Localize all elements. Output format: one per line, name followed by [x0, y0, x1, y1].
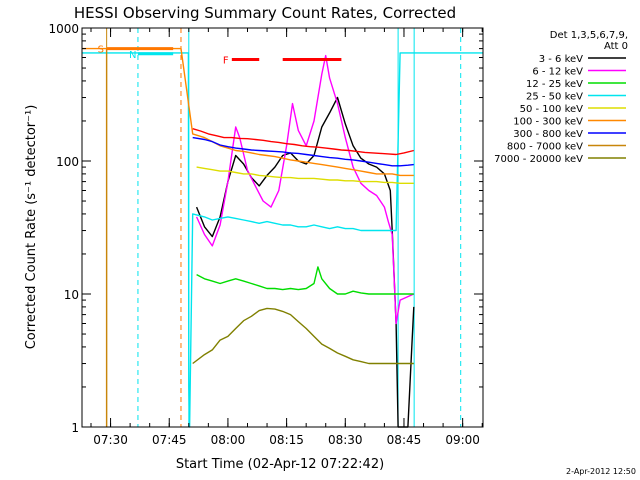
- legend-label: 3 - 6 keV: [539, 54, 583, 65]
- annotation-label: N: [129, 50, 136, 61]
- x-tick-label: 08:45: [387, 433, 422, 447]
- legend-label: 6 - 12 keV: [532, 67, 583, 78]
- chart-title: HESSI Observing Summary Count Rates, Cor…: [74, 4, 456, 22]
- x-tick-label: 08:15: [269, 433, 304, 447]
- series-line-1: [195, 96, 415, 428]
- y-axis-label: Corrected Count Rate (s⁻¹ detector⁻¹): [24, 105, 39, 350]
- legend-label: 12 - 25 keV: [526, 79, 583, 90]
- legend-label: 100 - 300 keV: [513, 117, 583, 128]
- timestamp: 2-Apr-2012 12:50: [566, 467, 636, 476]
- series-line-9: [192, 307, 414, 365]
- y-tick-label: 1: [71, 421, 79, 435]
- plot-frame: [81, 27, 484, 428]
- series-layer: [82, 28, 483, 428]
- x-tick-label: 09:00: [445, 433, 480, 447]
- legend-header: Att 0: [604, 41, 628, 52]
- legend-label: 25 - 50 keV: [526, 92, 583, 103]
- y-tick-label: 1000: [48, 22, 79, 36]
- series-line-7: [192, 136, 414, 167]
- axis-layer: 1 10 100 1000 07:30 07:45 08:00 08:15 08:30 08:45…: [48, 22, 483, 447]
- series-line-6: [82, 47, 414, 177]
- legend: Det 1,3,5,6,7,9,Att 0 3 - 6 keV 6 - 12 keV…: [494, 30, 628, 165]
- series-line-4: [82, 52, 483, 428]
- x-tick-label: 07:45: [152, 433, 187, 447]
- series-line-3: [196, 266, 414, 295]
- y-tick-label: 100: [56, 155, 79, 169]
- annotation-label: F: [223, 55, 229, 66]
- annotation-layer: S NF: [98, 45, 342, 66]
- legend-label: 300 - 800 keV: [513, 129, 583, 140]
- annotation-label: S: [98, 45, 104, 56]
- y-tick-label: 10: [64, 288, 79, 302]
- legend-label: 7000 - 20000 keV: [494, 154, 583, 165]
- x-tick-label: 08:00: [211, 433, 246, 447]
- series-line-5: [196, 166, 414, 185]
- series-line-10: [192, 128, 414, 156]
- legend-header: Det 1,3,5,6,7,9,: [550, 30, 628, 41]
- x-tick-label: 08:30: [328, 433, 363, 447]
- x-axis-label: Start Time (02-Apr-12 07:22:42): [176, 457, 384, 472]
- x-tick-label: 07:30: [93, 433, 128, 447]
- legend-label: 50 - 100 keV: [520, 104, 584, 115]
- legend-label: 800 - 7000 keV: [507, 142, 583, 153]
- series-line-2: [195, 54, 415, 325]
